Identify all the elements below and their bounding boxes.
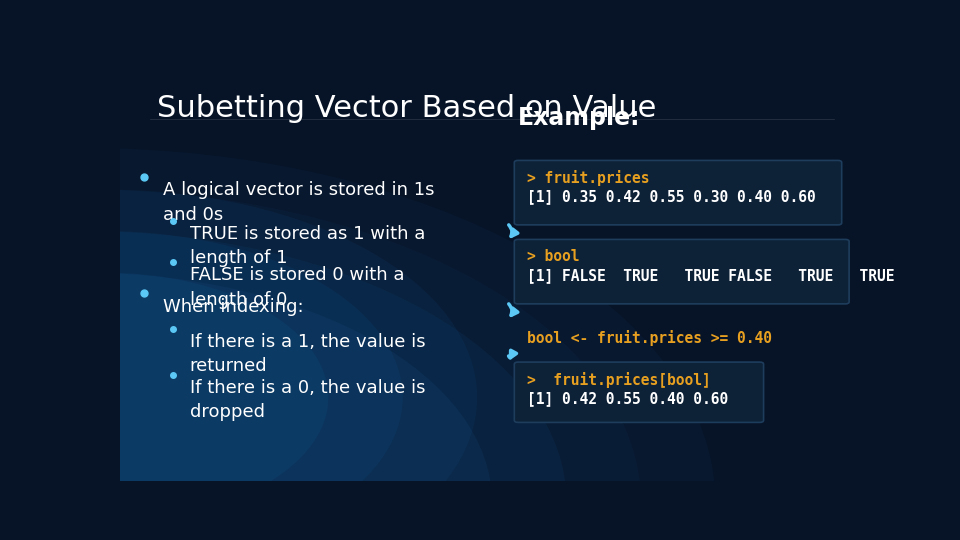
FancyBboxPatch shape [515,160,842,225]
Text: [1] 0.35 0.42 0.55 0.30 0.40 0.60: [1] 0.35 0.42 0.55 0.30 0.40 0.60 [527,190,816,205]
Text: [1] FALSE  TRUE   TRUE FALSE   TRUE   TRUE: [1] FALSE TRUE TRUE FALSE TRUE TRUE [527,268,895,284]
Text: > fruit.prices: > fruit.prices [527,170,650,186]
Wedge shape [105,231,403,540]
Text: > bool: > bool [527,249,580,264]
Wedge shape [83,273,492,501]
Wedge shape [83,148,715,501]
Text: If there is a 0, the value is
dropped: If there is a 0, the value is dropped [190,379,425,421]
Text: [1] 0.42 0.55 0.40 0.60: [1] 0.42 0.55 0.40 0.60 [527,391,729,406]
Text: FALSE is stored 0 with a
length of 0: FALSE is stored 0 with a length of 0 [190,266,404,309]
Wedge shape [83,190,641,501]
Text: If there is a 1, the value is
returned: If there is a 1, the value is returned [190,333,425,375]
Text: When indexing:: When indexing: [162,298,303,316]
Wedge shape [105,273,328,522]
Wedge shape [83,231,566,501]
FancyBboxPatch shape [515,362,763,422]
FancyBboxPatch shape [515,239,849,304]
Text: A logical vector is stored in 1s
and 0s: A logical vector is stored in 1s and 0s [162,181,434,224]
Text: TRUE is stored as 1 with a
length of 1: TRUE is stored as 1 with a length of 1 [190,225,425,267]
Text: Example:: Example: [518,106,640,130]
Text: Subetting Vector Based on Value: Subetting Vector Based on Value [157,94,657,123]
Text: bool <- fruit.prices >= 0.40: bool <- fruit.prices >= 0.40 [527,330,772,346]
Text: >  fruit.prices[bool]: > fruit.prices[bool] [527,372,710,388]
Wedge shape [105,190,477,540]
